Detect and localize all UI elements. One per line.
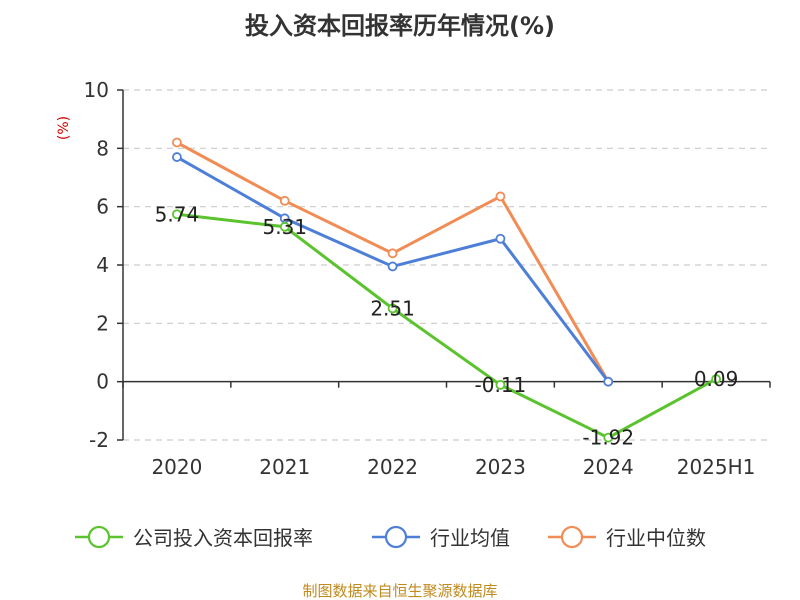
y-tick-label: 6: [96, 195, 109, 219]
x-axis-ticks: 2020 2021 2022 2023 2024 2025H1: [151, 455, 755, 479]
x-tick-label: 2024: [583, 455, 634, 479]
data-label: -1.92: [582, 426, 634, 450]
x-tick-label: 2020: [151, 455, 202, 479]
data-point: [603, 432, 614, 443]
data-label: 0.09: [694, 367, 739, 391]
data-label: 5.31: [262, 215, 307, 239]
x-tick-label: 2021: [259, 455, 310, 479]
series-group: [172, 137, 721, 443]
legend-marker-icon: [87, 525, 111, 549]
series-1: [172, 152, 614, 387]
chart-title: 投入资本回报率历年情况(%): [245, 12, 555, 40]
grid-lines: [123, 89, 770, 441]
axes: [117, 89, 771, 441]
data-point: [711, 374, 721, 384]
legend-item-0: 公司投入资本回报率: [75, 525, 313, 550]
legend-item-2: 行业中位数: [548, 525, 706, 550]
series-2: [172, 137, 614, 387]
x-tick-label: 2025H1: [677, 455, 756, 479]
data-point: [495, 379, 506, 390]
series-0: [172, 209, 721, 443]
data-label: 2.51: [370, 296, 415, 320]
data-point: [495, 233, 506, 244]
y-axis-unit: (%): [56, 116, 72, 140]
data-point: [387, 303, 398, 314]
y-tick-label: 0: [96, 370, 109, 394]
legend-label: 行业均值: [430, 526, 510, 550]
y-tick-label: 4: [96, 253, 109, 277]
legend-item-1: 行业均值: [372, 525, 510, 550]
legend-marker-icon: [560, 525, 584, 549]
source-note: 制图数据来自恒生聚源数据库: [302, 582, 497, 600]
data-point: [172, 137, 182, 148]
data-point: [495, 191, 506, 202]
data-point: [172, 152, 182, 162]
data-point: [172, 209, 182, 220]
y-tick-label: 10: [84, 78, 109, 102]
y-tick-label: 8: [96, 136, 109, 160]
y-tick-label: 2: [96, 311, 109, 335]
x-tick-label: 2022: [367, 455, 418, 479]
y-tick-label: -2: [89, 428, 109, 452]
legend: 公司投入资本回报率 行业均值 行业中位数: [75, 525, 706, 550]
data-point: [279, 221, 290, 232]
data-label: -0.11: [475, 373, 527, 397]
data-point: [603, 376, 614, 387]
data-point: [387, 261, 398, 272]
x-tick-label: 2023: [475, 455, 526, 479]
data-point: [387, 248, 398, 259]
y-axis-ticks: 10 8 6 4 2 0 -2: [84, 78, 109, 452]
data-label: 5.74: [155, 202, 200, 226]
legend-label: 公司投入资本回报率: [133, 526, 313, 550]
data-labels: 5.74 5.31 2.51 -0.11 -1.92 0.09: [155, 202, 739, 449]
series-line: [176, 212, 717, 440]
legend-label: 行业中位数: [606, 526, 706, 550]
data-point: [279, 195, 290, 206]
legend-marker-icon: [384, 525, 408, 549]
